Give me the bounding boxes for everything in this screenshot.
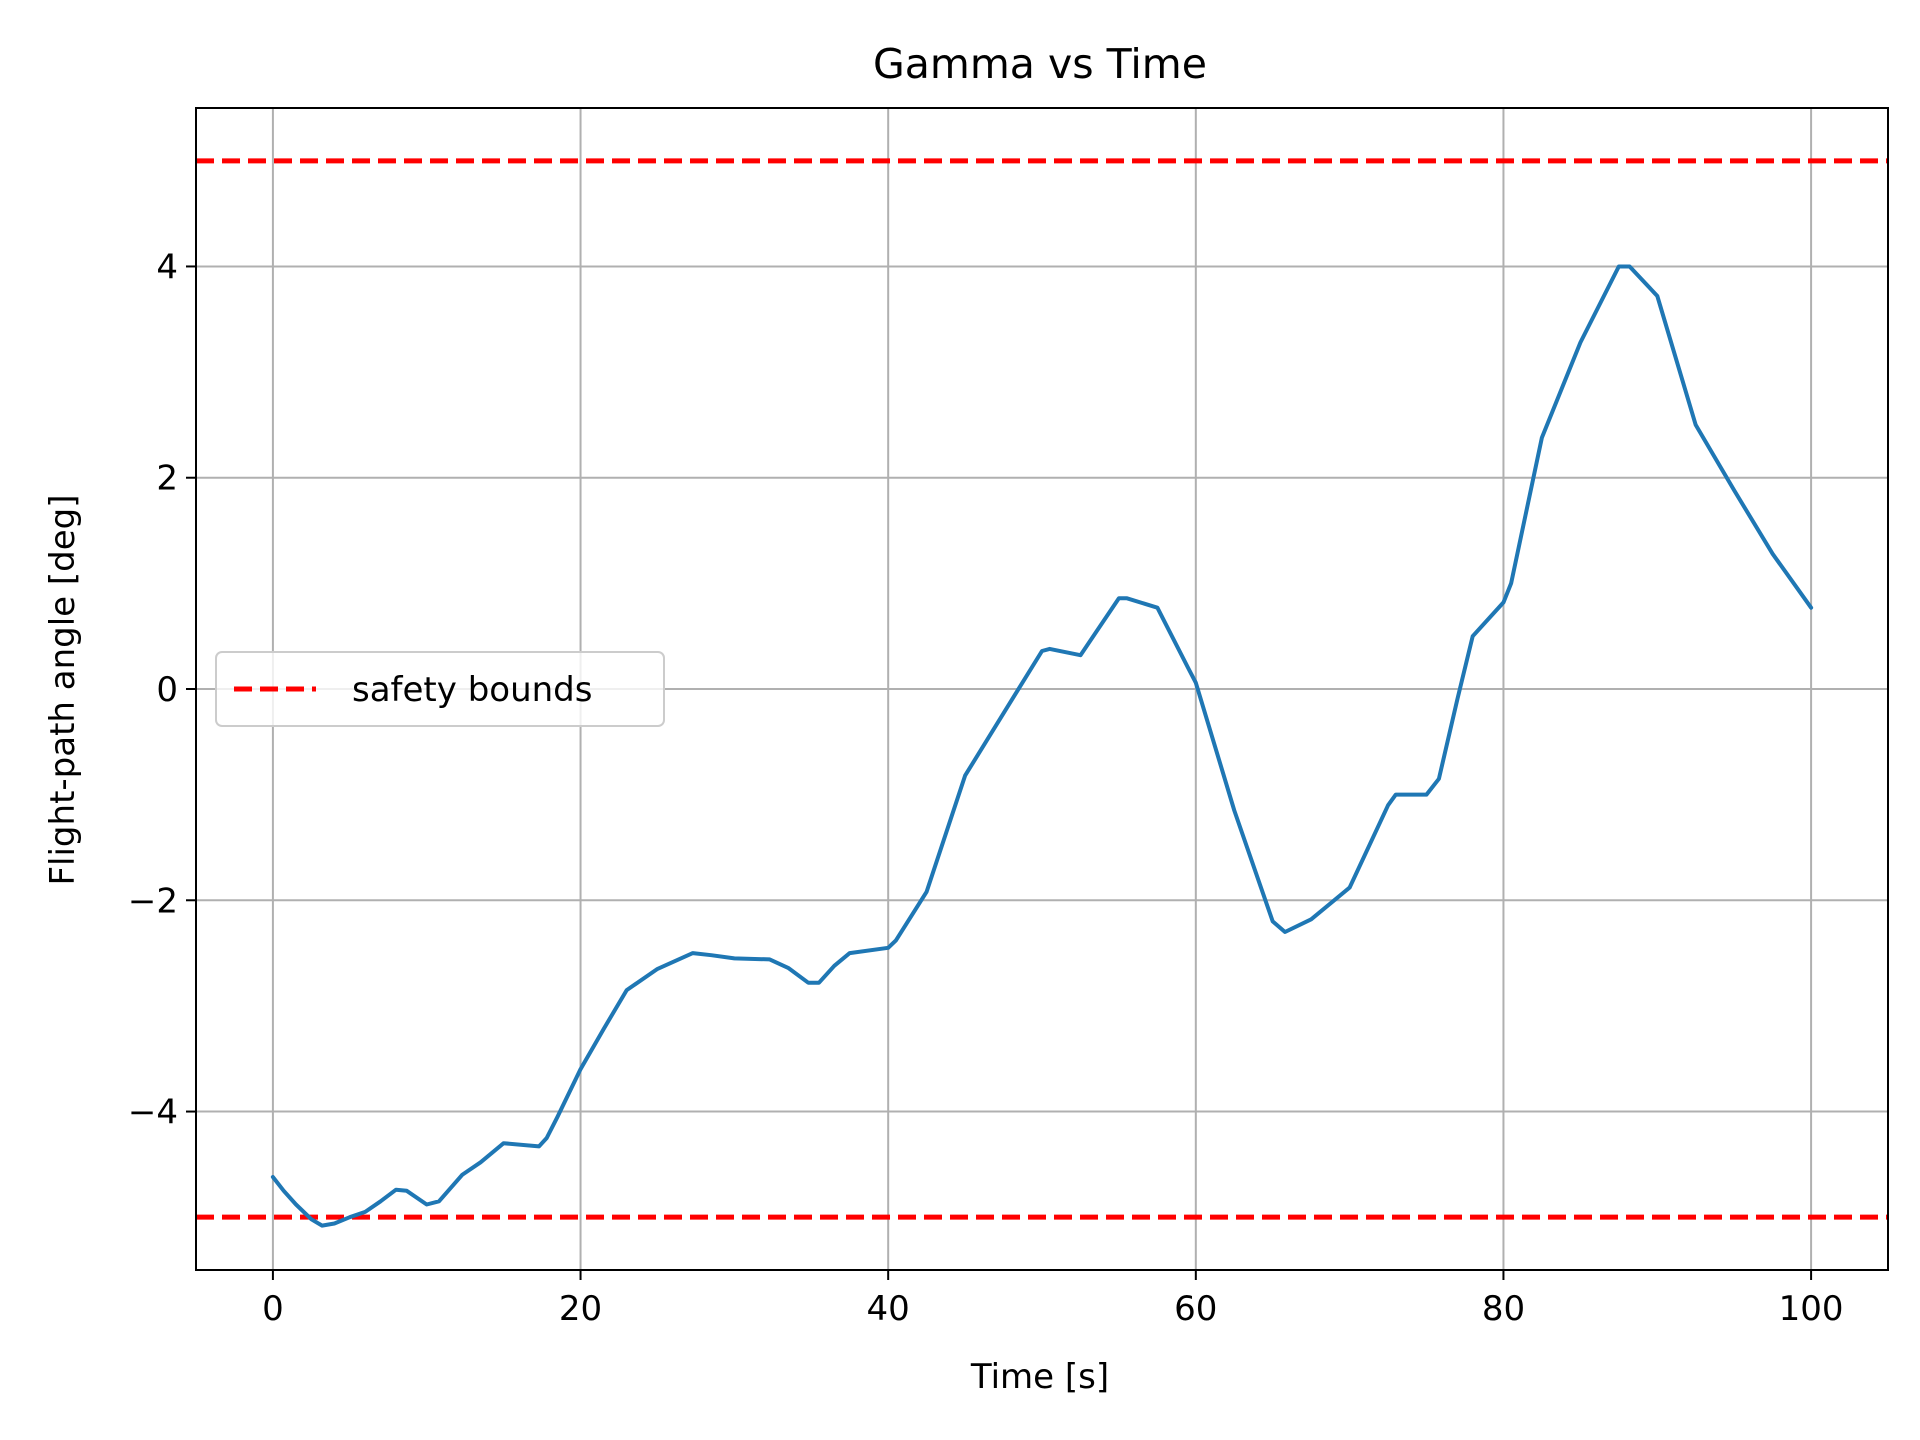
x-tick-label: 60 [1174, 1289, 1217, 1329]
y-tick-label: 2 [156, 459, 178, 499]
y-tick-label: −2 [128, 881, 178, 921]
series-layer [270, 264, 1814, 1228]
y-tick-label: 4 [156, 247, 178, 287]
safety-bound-lines [196, 158, 1888, 1220]
y-axis-ticks: −4 −2 0 2 4 [128, 247, 196, 1133]
x-tick-label: 40 [867, 1289, 910, 1329]
legend: safety bounds [215, 651, 665, 727]
gamma-series-line [270, 264, 1814, 1228]
x-tick-label: 80 [1482, 1289, 1525, 1329]
y-tick-label: −4 [128, 1093, 178, 1133]
y-tick-label: 0 [156, 670, 178, 710]
legend-box [215, 651, 665, 727]
x-tick-label: 20 [559, 1289, 602, 1329]
legend-label-safety-bounds: safety bounds [352, 670, 592, 710]
x-axis-label: Time [s] [970, 1357, 1109, 1397]
y-axis-label: Flight-path angle [deg] [43, 494, 83, 885]
x-axis-ticks: 0 20 40 60 80 100 [262, 1270, 1844, 1329]
x-tick-label: 0 [262, 1289, 284, 1329]
chart-title: Gamma vs Time [873, 40, 1207, 88]
x-tick-label: 100 [1779, 1289, 1844, 1329]
